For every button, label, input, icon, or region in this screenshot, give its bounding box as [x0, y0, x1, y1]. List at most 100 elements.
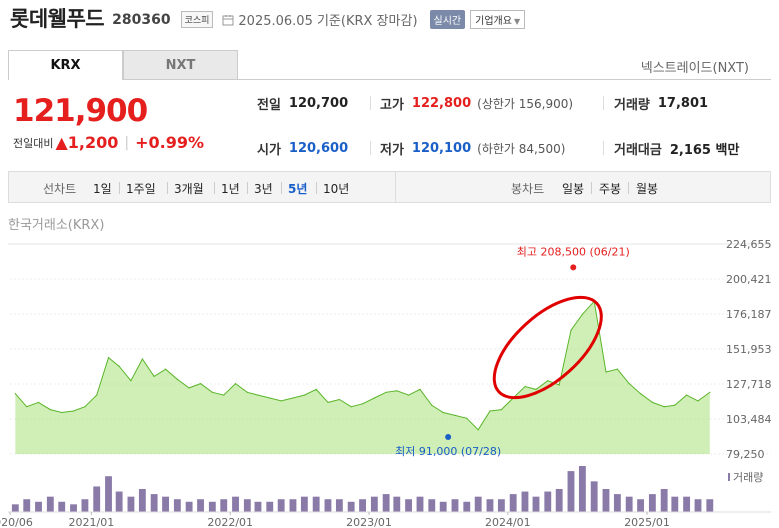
volume-bar	[451, 499, 459, 512]
divider	[247, 182, 248, 194]
divider	[370, 141, 371, 155]
stat-label: 거래량	[614, 98, 650, 113]
stat-value: 120,600	[288, 141, 349, 156]
price-point	[350, 406, 352, 408]
divider	[119, 182, 120, 194]
volume-bar	[277, 499, 285, 512]
divider	[603, 141, 604, 155]
volume-bar	[127, 496, 135, 512]
price-point	[489, 410, 491, 412]
stat-low: 저가 120,100 (하한가 84,500)	[380, 139, 565, 158]
period-1d[interactable]: 1일	[93, 182, 112, 196]
stat-label: 고가	[380, 98, 404, 113]
volume-bar	[555, 489, 563, 512]
volume-bar	[289, 499, 297, 512]
price-point	[130, 380, 132, 382]
calendar-icon	[222, 14, 234, 25]
price-change: 전일대비 ▲ 1,200 | +0.99%	[13, 133, 204, 152]
volume-bar	[197, 499, 204, 512]
period-5y[interactable]: 5년	[288, 182, 308, 196]
y-tick-label: 224,655	[726, 238, 772, 251]
candle-daily[interactable]: 일봉	[562, 182, 585, 196]
price-point	[84, 406, 86, 408]
stat-value: 17,801	[657, 96, 709, 111]
price-point	[407, 394, 410, 396]
volume-label: 거래량	[733, 471, 763, 484]
change-percent: +0.99%	[135, 133, 205, 152]
volume-bar	[46, 496, 54, 512]
low-marker	[445, 434, 452, 441]
period-3m[interactable]: 3개월	[174, 182, 204, 196]
volume-bar	[439, 501, 447, 512]
volume-bar	[706, 499, 714, 512]
volume-bar	[266, 501, 274, 512]
price-point	[454, 414, 456, 416]
price-point	[442, 411, 444, 414]
period-3y[interactable]: 3년	[254, 182, 273, 196]
price-point	[327, 401, 329, 403]
price-point	[396, 390, 398, 392]
price-point	[419, 388, 421, 390]
volume-bar	[474, 496, 482, 512]
date-text: 2025.06.05 기준(KRX 장마감)	[238, 14, 418, 29]
price-chart[interactable]: 224,655 200,421 176,187 151,953 127,718 103,4…	[0, 230, 779, 528]
change-label: 전일대비	[13, 136, 54, 150]
candle-weekly[interactable]: 주봉	[599, 182, 622, 196]
volume-bar	[382, 494, 390, 512]
volume-bar	[497, 499, 505, 512]
price-point	[49, 408, 51, 411]
price-point	[674, 404, 676, 406]
y-tick-label: 103,484	[726, 413, 772, 426]
company-overview-label: 기업개요	[475, 16, 512, 27]
period-1y[interactable]: 1년	[221, 182, 240, 196]
low-label: 최저 91,000 (07/28)	[395, 445, 501, 458]
candle-monthly[interactable]: 월봉	[636, 182, 659, 196]
price-point	[211, 391, 213, 393]
price-point	[61, 411, 63, 414]
realtime-button[interactable]: 실시간	[429, 10, 466, 29]
price-point	[72, 410, 75, 412]
stat-value: 120,100	[411, 141, 472, 156]
x-tick-label: 2023/01	[346, 516, 392, 528]
x-tick-label: 2020/06	[0, 516, 33, 528]
stat-sub: (상한가 156,900)	[477, 97, 574, 111]
volume-bar	[138, 489, 146, 512]
price-point	[292, 397, 294, 399]
price-point	[639, 393, 642, 395]
period-10y[interactable]: 10년	[323, 182, 350, 196]
volume-bar	[683, 496, 691, 512]
volume-bar	[694, 499, 702, 512]
tab-krx[interactable]: KRX	[8, 50, 123, 80]
stat-volume: 거래량 17,801	[614, 94, 708, 113]
y-tick-label: 200,421	[726, 273, 772, 286]
volume-bar	[324, 499, 332, 512]
price-point	[246, 391, 248, 393]
exchange-label: 한국거래소(KRX)	[8, 218, 105, 233]
stat-label: 전일	[257, 98, 281, 113]
divider	[214, 182, 215, 194]
volume-bar	[312, 496, 320, 512]
price-point	[535, 388, 537, 390]
tab-nxt[interactable]: NXT	[123, 50, 238, 80]
stock-header: 롯데웰푸드 280360 코스피 2025.06.05 기준(KRX 장마감) …	[10, 4, 526, 32]
volume-bar	[521, 491, 529, 512]
volume-bar	[590, 481, 598, 512]
price-point	[280, 400, 282, 402]
company-overview-button[interactable]: 기업개요 ▼	[470, 10, 526, 29]
price-point	[338, 398, 340, 401]
volume-bar	[509, 494, 517, 512]
nextrade-link[interactable]: 넥스트레이드(NXT)	[640, 61, 749, 76]
tab-underline	[238, 79, 771, 80]
volume-bar	[70, 504, 77, 512]
price-point	[686, 394, 688, 396]
price-point	[663, 406, 665, 408]
current-price: 121,900	[13, 93, 148, 129]
period-1w[interactable]: 1주일	[126, 182, 156, 196]
price-point	[477, 429, 479, 431]
volume-bar	[300, 496, 308, 512]
price-point	[315, 388, 317, 390]
price-point	[107, 356, 110, 359]
price-point	[373, 397, 375, 399]
divider	[628, 182, 629, 194]
price-point	[616, 368, 618, 370]
